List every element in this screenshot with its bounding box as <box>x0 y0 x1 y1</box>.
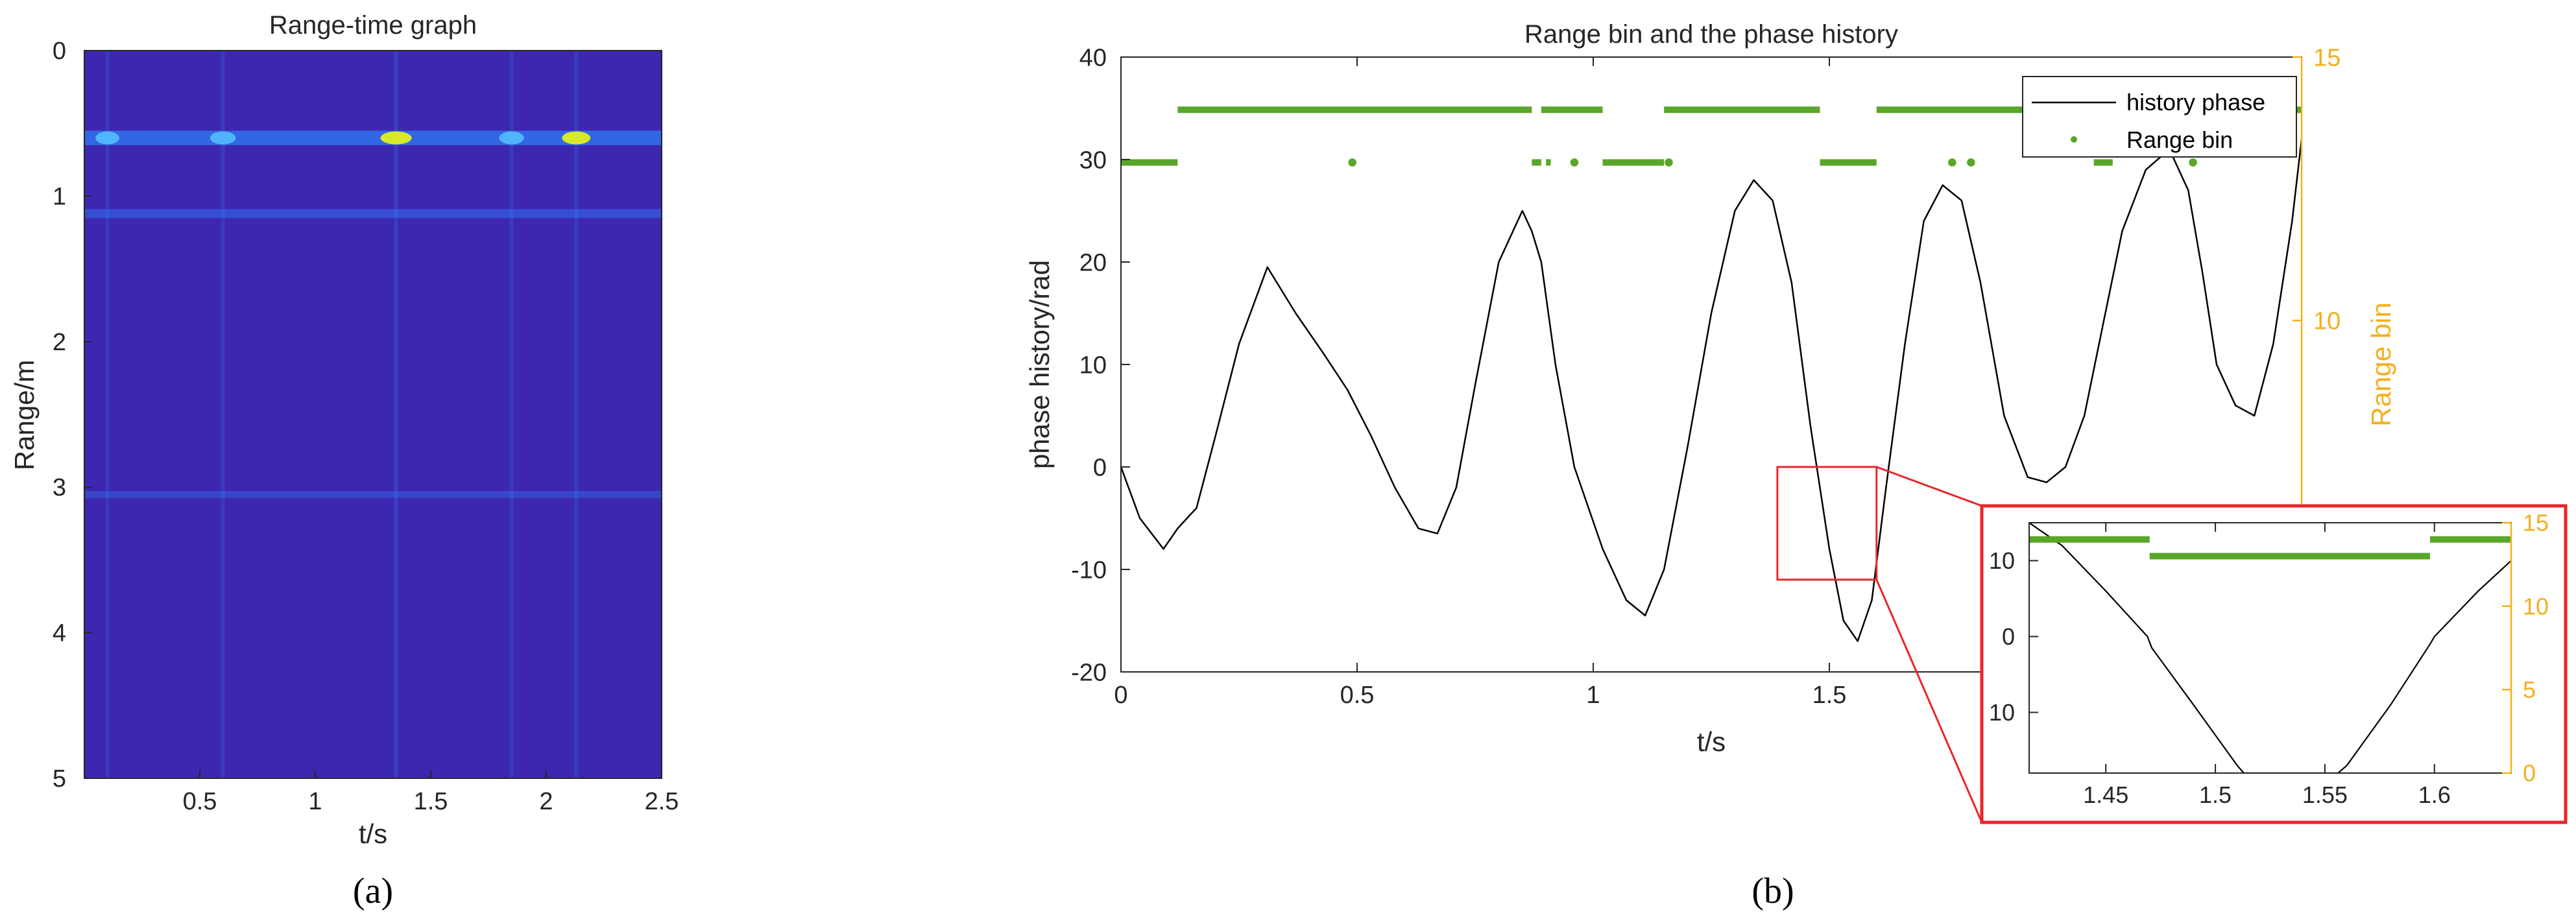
chart-b-y-tick-label-6: 40 <box>1079 44 1107 71</box>
zoom-connector-bottom <box>1875 579 1983 823</box>
chart-b-range-bin-point-4 <box>1967 158 1975 167</box>
chart-a-x-tick-label-2: 1.5 <box>414 788 448 815</box>
inset-y2-tick-label-1: 5 <box>2523 676 2536 703</box>
zoom-indicator <box>1776 466 1983 823</box>
zoom-box <box>1776 466 1878 581</box>
inset-y2-tick-label-0: 0 <box>2523 760 2536 787</box>
zoom-connector-top <box>1876 466 1982 507</box>
chart-a-x-axis-label: t/s <box>359 818 387 849</box>
chart-a-y-tick-label-5: 5 <box>53 765 66 793</box>
chart-a-title: Range-time graph <box>269 11 477 40</box>
heatmap-hotspot-3 <box>499 131 524 145</box>
inset-plot-area <box>2029 523 2511 773</box>
chart-b-range-bin-point-5 <box>2189 158 2197 167</box>
chart-b-axes: 00.511.5-20-1001020304051015 <box>1071 44 2341 709</box>
legend-box <box>2022 76 2297 158</box>
legend-dot-swatch <box>2071 136 2077 143</box>
chart-b-x-axis-label: t/s <box>1697 726 1726 757</box>
chart-a-y-tick-label-3: 3 <box>53 474 66 501</box>
chart-a-y-axis-label: Range/m <box>9 360 40 470</box>
chart-a-axes: 0.5 1 1.5 2 2.5 0 1 2 3 4 5 <box>53 38 679 815</box>
chart-a-y-tick-label-2: 2 <box>53 329 66 356</box>
heatmap-hotspot-0 <box>380 131 412 145</box>
chart-b-range-bin-point-3 <box>1948 158 1956 167</box>
inset-axes: 1.45 1.5 1.55 1.6 10 0 10 0 5 10 15 <box>1989 510 2549 808</box>
chart-a-frame <box>84 50 662 779</box>
chart-b-y-tick-label-1: -10 <box>1071 556 1107 584</box>
inset-y-tick-label-2: 10 <box>1989 547 2015 574</box>
chart-b-x-tick-label-1: 0.5 <box>1340 682 1375 709</box>
heatmap-hotspot-1 <box>562 131 591 145</box>
inset-phase-line <box>2029 523 2511 773</box>
inset-y2-tick-label-3: 15 <box>2523 510 2549 536</box>
chart-a-y-tick-label-1: 1 <box>53 183 66 210</box>
chart-b-range-bin-point-0 <box>1348 158 1356 167</box>
heatmap-background <box>84 51 662 778</box>
heatmap-ridge-1 <box>84 209 662 219</box>
range-time-chart: Range-time graph 0.5 1 1.5 2 2.5 0 1 2 3 4 5 t/s R… <box>9 11 679 849</box>
chart-a-x-tick-label-4: 2.5 <box>645 788 679 815</box>
inset-y2-tick-label-2: 10 <box>2523 593 2549 619</box>
heatmap-layer <box>84 51 662 778</box>
chart-b-x-tick-label-3: 1.5 <box>1812 682 1847 709</box>
chart-b-y-tick-label-5: 30 <box>1079 147 1107 174</box>
chart-b-title: Range bin and the phase history <box>1524 20 1898 49</box>
chart-b-phase-line <box>1121 139 2302 642</box>
heatmap-hotspot-4 <box>95 131 120 145</box>
inset-x-tick-label-3: 1.6 <box>2418 782 2451 808</box>
chart-b-y-axis-label: phase history/rad <box>1024 260 1055 469</box>
chart-b-range-bin-point-2 <box>1665 158 1673 167</box>
chart-a-y-tick-label-4: 4 <box>53 620 66 647</box>
chart-a-x-tick-label-0: 0.5 <box>183 788 217 815</box>
chart-b-y2-tick-label-2: 15 <box>2313 44 2341 71</box>
chart-a-y-tick-label-0: 0 <box>53 38 66 65</box>
inset-y-tick-label-1: 0 <box>2002 623 2015 650</box>
chart-b-y-tick-label-4: 20 <box>1079 249 1107 276</box>
legend-range-bin: Range bin <box>2126 126 2233 153</box>
chart-b-right-axis-label: Range bin <box>2366 302 2396 426</box>
chart-b-y-tick-label-2: 0 <box>1093 454 1107 481</box>
inset-y-tick-label-0: 10 <box>1989 699 2015 726</box>
chart-a-x-tick-label-3: 2 <box>539 788 553 815</box>
zoom-inset-chart: 1.45 1.5 1.55 1.6 10 0 10 0 5 10 15 <box>1980 504 2568 824</box>
chart-b-y-tick-label-0: -20 <box>1071 659 1107 686</box>
legend-history-phase: history phase <box>2126 89 2265 115</box>
chart-b-x-tick-label-0: 0 <box>1114 682 1127 709</box>
heatmap-hotspot-2 <box>210 131 236 145</box>
inset-series <box>2029 523 2511 773</box>
chart-a-x-tick-label-1: 1 <box>308 788 322 815</box>
chart-b-y2-tick-label-1: 10 <box>2313 307 2341 335</box>
chart-b-y-tick-label-3: 10 <box>1079 352 1107 379</box>
chart-b-legend: history phase Range bin <box>2022 76 2297 158</box>
panel-label-a: (a) <box>353 871 393 911</box>
heatmap-ridge-2 <box>84 491 662 498</box>
chart-b-range-bin-point-1 <box>1570 158 1579 167</box>
inset-x-tick-label-2: 1.55 <box>2302 782 2348 808</box>
inset-x-tick-label-1: 1.5 <box>2199 782 2232 808</box>
chart-b-x-tick-label-2: 1 <box>1586 682 1600 709</box>
panel-label-b: (b) <box>1751 871 1794 911</box>
inset-x-tick-label-0: 1.45 <box>2083 782 2128 808</box>
